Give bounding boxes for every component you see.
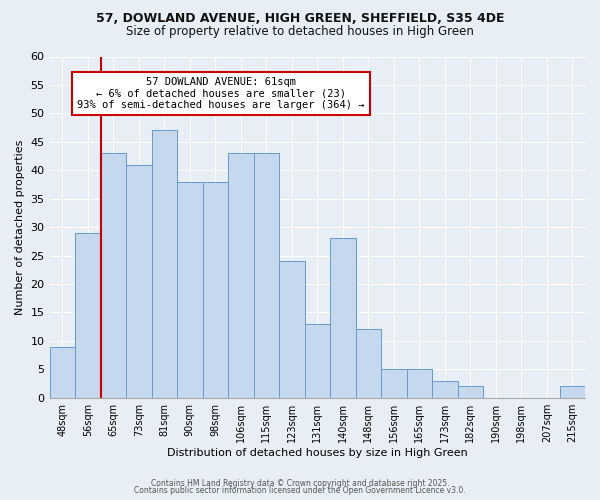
Bar [356, 330, 381, 398]
Text: 57 DOWLAND AVENUE: 61sqm
← 6% of detached houses are smaller (23)
93% of semi-de: 57 DOWLAND AVENUE: 61sqm ← 6% of detache… [77, 77, 365, 110]
Bar [458, 386, 483, 398]
Text: Size of property relative to detached houses in High Green: Size of property relative to detached ho… [126, 25, 474, 38]
Bar [381, 370, 407, 398]
Text: Contains HM Land Registry data © Crown copyright and database right 2025.: Contains HM Land Registry data © Crown c… [151, 478, 449, 488]
Bar [279, 261, 305, 398]
Y-axis label: Number of detached properties: Number of detached properties [15, 140, 25, 315]
Bar [50, 346, 75, 398]
Bar [101, 153, 126, 398]
Text: Contains public sector information licensed under the Open Government Licence v3: Contains public sector information licen… [134, 486, 466, 495]
Bar [177, 182, 203, 398]
Bar [152, 130, 177, 398]
Bar [305, 324, 330, 398]
Bar [432, 380, 458, 398]
X-axis label: Distribution of detached houses by size in High Green: Distribution of detached houses by size … [167, 448, 467, 458]
Bar [407, 370, 432, 398]
Bar [126, 164, 152, 398]
Bar [75, 233, 101, 398]
Text: 57, DOWLAND AVENUE, HIGH GREEN, SHEFFIELD, S35 4DE: 57, DOWLAND AVENUE, HIGH GREEN, SHEFFIEL… [96, 12, 504, 26]
Bar [560, 386, 585, 398]
Bar [254, 153, 279, 398]
Bar [203, 182, 228, 398]
Bar [330, 238, 356, 398]
Bar [228, 153, 254, 398]
